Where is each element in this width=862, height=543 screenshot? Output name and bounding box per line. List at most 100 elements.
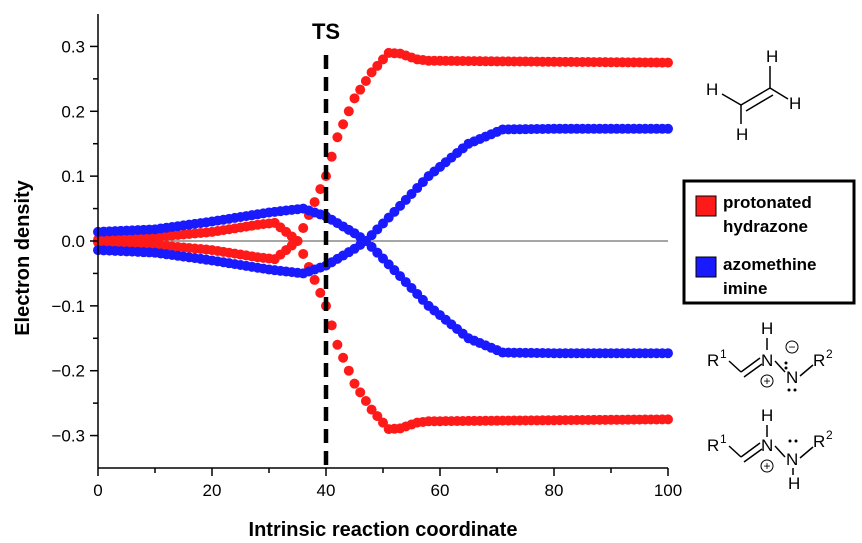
ethylene-cc-bond-2 bbox=[745, 94, 774, 112]
legend-label-protonated-line1: protonated bbox=[723, 193, 812, 212]
azo-n2: N bbox=[786, 368, 798, 387]
azo-c-bond bbox=[728, 360, 742, 373]
data-point-protonated-hydrazone bbox=[338, 119, 349, 130]
x-tick-label: 60 bbox=[431, 481, 450, 500]
legend-label-azomethine-line2: imine bbox=[723, 279, 767, 298]
data-point-protonated-hydrazone bbox=[372, 411, 383, 422]
protonated-hydrazone-structure: H R 1 N + N H R 2 bbox=[707, 406, 833, 493]
data-point-protonated-hydrazone bbox=[349, 93, 360, 104]
data-point-protonated-hydrazone bbox=[663, 414, 673, 425]
data-point-protonated-hydrazone bbox=[378, 54, 388, 65]
data-point-protonated-hydrazone bbox=[663, 57, 673, 68]
hyd-nn-bond bbox=[774, 445, 786, 458]
data-point-protonated-hydrazone bbox=[338, 352, 349, 363]
azo-r1-sup: 1 bbox=[720, 347, 727, 361]
azo-lone-pair bbox=[784, 361, 788, 365]
hyd-n1: N bbox=[761, 436, 773, 455]
hyd-c-bond bbox=[728, 445, 742, 458]
data-point-protonated-hydrazone bbox=[366, 404, 377, 415]
hyd-cn-bond bbox=[740, 442, 761, 458]
azo-minus-circle bbox=[785, 340, 799, 354]
azo-h-atom: H bbox=[761, 319, 773, 338]
x-tick-label: 100 bbox=[654, 481, 682, 500]
legend: protonated hydrazone azomethine imine bbox=[682, 179, 856, 305]
axis-ticks: 0 20 40 60 80 100 0.3 0.2 0.1 0.0 −0.1 −0.2 −0.3 bbox=[51, 14, 682, 500]
azo-cn-bond bbox=[740, 357, 761, 373]
hyd-r2: R bbox=[813, 432, 825, 451]
ethylene-cc-bond bbox=[740, 87, 771, 106]
azo-nn-bond bbox=[774, 360, 786, 373]
azo-plus: + bbox=[763, 374, 770, 388]
y-tick-label: −0.2 bbox=[51, 362, 85, 381]
azo-cn-bond-2 bbox=[743, 363, 763, 378]
y-tick-label: 0.1 bbox=[61, 167, 85, 186]
x-tick-label: 0 bbox=[93, 481, 102, 500]
azo-minus: − bbox=[788, 340, 795, 354]
hyd-r2-sup: 2 bbox=[826, 428, 833, 442]
hyd-lone-pair bbox=[794, 439, 798, 443]
data-point-protonated-hydrazone bbox=[343, 365, 354, 376]
legend-swatch-azomethine-imine bbox=[695, 256, 717, 278]
data-point-protonated-hydrazone bbox=[355, 84, 366, 95]
x-tick-label: 80 bbox=[545, 481, 564, 500]
azo-lone-pair bbox=[793, 388, 797, 392]
data-point-protonated-hydrazone bbox=[343, 106, 354, 117]
data-point-protonated-hydrazone bbox=[372, 60, 383, 71]
hyd-nr2-bond bbox=[799, 446, 814, 459]
ts-annotation: TS bbox=[312, 19, 340, 468]
hyd-r1-sup: 1 bbox=[720, 432, 727, 446]
azo-r2: R bbox=[813, 351, 825, 370]
data-point-azomethine-imine bbox=[663, 123, 673, 134]
data-point-protonated-hydrazone bbox=[298, 248, 309, 259]
y-tick-label: −0.3 bbox=[51, 427, 85, 446]
azo-r2-sup: 2 bbox=[826, 347, 833, 361]
y-axis-title: Electron density bbox=[12, 179, 34, 335]
legend-swatch-protonated-hydrazone bbox=[695, 195, 717, 217]
azo-plus-circle bbox=[760, 374, 774, 388]
data-point-protonated-hydrazone bbox=[360, 395, 371, 406]
azo-r1: R bbox=[707, 351, 719, 370]
hyd-plus: + bbox=[763, 459, 770, 473]
data-point-protonated-hydrazone bbox=[378, 417, 388, 428]
y-tick-label: 0.3 bbox=[61, 37, 85, 56]
ethylene-ch-bond bbox=[769, 87, 789, 100]
azo-n1: N bbox=[761, 351, 773, 370]
y-tick-label: 0.0 bbox=[61, 232, 85, 251]
data-point-protonated-hydrazone bbox=[309, 274, 320, 285]
data-point-protonated-hydrazone bbox=[360, 76, 371, 87]
hyd-cn-bond-2 bbox=[743, 448, 763, 463]
data-point-protonated-hydrazone bbox=[366, 67, 377, 78]
plot-area bbox=[93, 47, 673, 435]
ethylene-h-atom: H bbox=[789, 94, 801, 113]
data-point-protonated-hydrazone bbox=[298, 223, 309, 234]
hyd-h-atom: H bbox=[761, 406, 773, 425]
ethylene-structure: H H H H bbox=[706, 47, 801, 144]
x-tick-label: 40 bbox=[317, 481, 336, 500]
x-tick-label: 20 bbox=[203, 481, 222, 500]
data-point-azomethine-imine bbox=[663, 348, 673, 359]
data-point-protonated-hydrazone bbox=[292, 236, 303, 246]
hyd-r1: R bbox=[707, 436, 719, 455]
data-point-protonated-hydrazone bbox=[332, 132, 343, 143]
legend-label-protonated-line2: hydrazone bbox=[723, 217, 808, 236]
data-point-protonated-hydrazone bbox=[315, 184, 326, 195]
hyd-n2: N bbox=[786, 450, 798, 469]
data-point-protonated-hydrazone bbox=[315, 287, 326, 298]
ts-label: TS bbox=[312, 19, 340, 44]
data-point-protonated-hydrazone bbox=[355, 387, 366, 398]
ethylene-ch-bond bbox=[721, 93, 742, 106]
y-tick-label: 0.2 bbox=[61, 102, 85, 121]
data-point-protonated-hydrazone bbox=[326, 151, 337, 162]
data-point-protonated-hydrazone bbox=[309, 197, 320, 208]
azomethine-imine-structure: H R 1 N + N − R 2 bbox=[707, 319, 833, 392]
legend-label-azomethine-line1: azomethine bbox=[723, 255, 817, 274]
hyd-lone-pair bbox=[788, 439, 792, 443]
data-point-protonated-hydrazone bbox=[326, 320, 337, 331]
y-tick-label: −0.1 bbox=[51, 297, 85, 316]
azo-lone-pair bbox=[787, 388, 791, 392]
ethylene-h-atom: H bbox=[706, 80, 718, 99]
azo-lone-pair bbox=[784, 366, 788, 370]
azo-nr2-bond bbox=[799, 364, 814, 377]
hyd-plus-circle bbox=[760, 459, 774, 473]
